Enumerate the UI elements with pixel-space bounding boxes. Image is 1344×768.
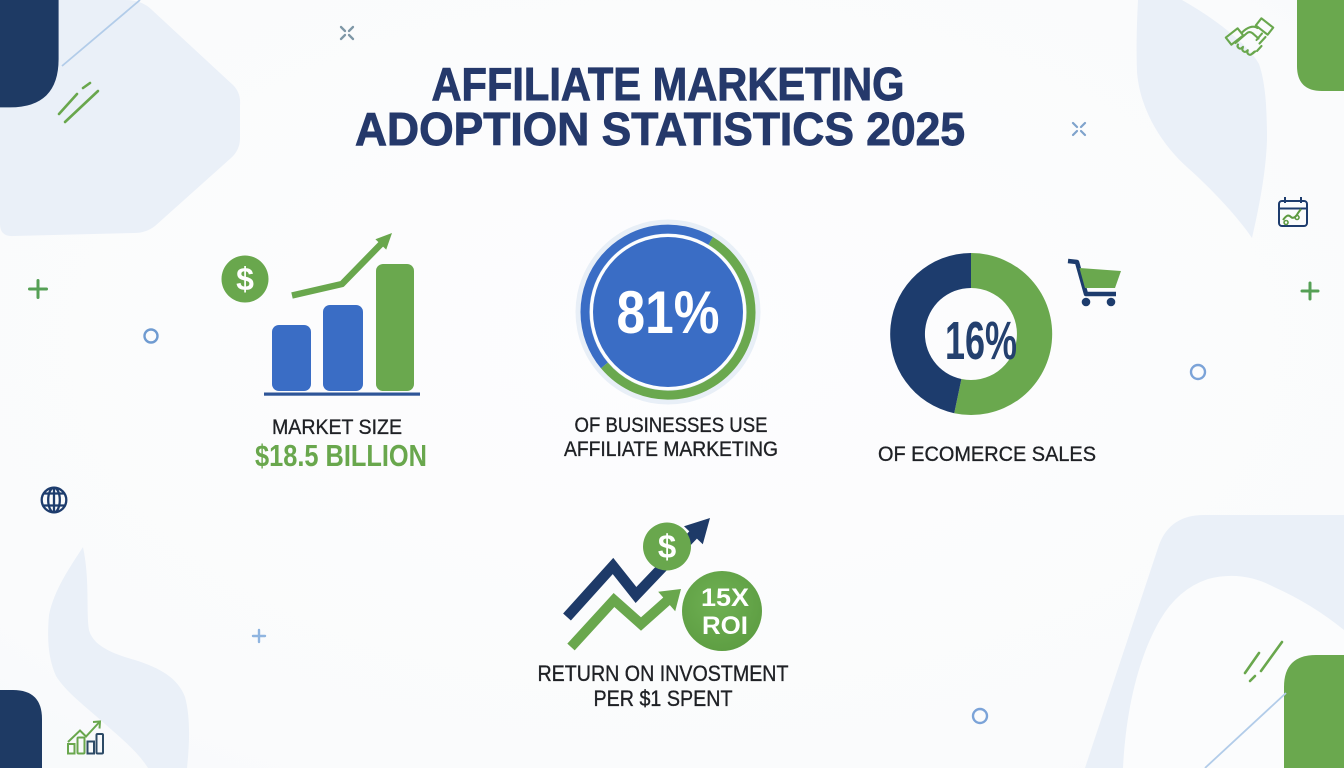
svg-text:OF ECOMERCE SALES: OF ECOMERCE SALES [878, 442, 1096, 466]
svg-text:AFFILIATE MARKETING: AFFILIATE MARKETING [432, 58, 905, 110]
svg-text:$: $ [236, 261, 254, 297]
svg-text:RETURN ON INVOSTMENT: RETURN ON INVOSTMENT [538, 661, 789, 686]
svg-text:MARKET SIZE: MARKET SIZE [272, 415, 402, 439]
svg-text:ROI: ROI [702, 612, 748, 640]
svg-text:$: $ [658, 528, 676, 565]
svg-text:AFFILIATE MARKETING: AFFILIATE MARKETING [564, 438, 778, 461]
svg-text:ADOPTION STATISTICS 2025: ADOPTION STATISTICS 2025 [355, 103, 965, 155]
svg-text:OF BUSINESSES USE: OF BUSINESSES USE [575, 414, 768, 437]
svg-text:15X: 15X [701, 584, 749, 612]
svg-text:81%: 81% [617, 279, 720, 346]
svg-text:PER $1 SPENT: PER $1 SPENT [594, 686, 733, 711]
svg-text:16%: 16% [945, 311, 1017, 371]
svg-text:$18.5 BILLION: $18.5 BILLION [255, 438, 427, 473]
